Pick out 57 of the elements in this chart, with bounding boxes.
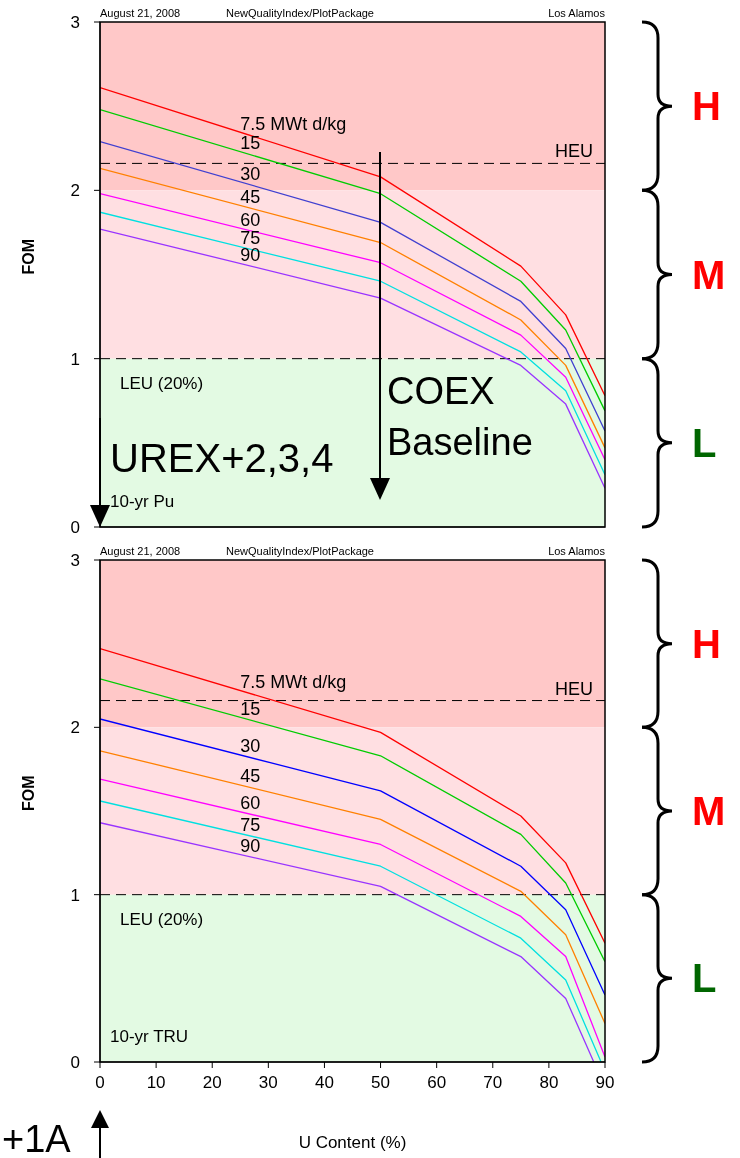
x-tick-label: 30 (258, 1073, 278, 1093)
series-label: 60 (240, 793, 261, 814)
text: August 21, 2008 (100, 545, 181, 557)
y-tick-label: 2 (70, 718, 80, 738)
annotation: 10-yr TRU (110, 1027, 189, 1046)
series-label: 30 (240, 163, 261, 184)
band-label: H (692, 84, 721, 129)
ref-line-label: LEU (20%) (120, 909, 204, 929)
x-tick-label: 10 (146, 1073, 166, 1093)
band-label: L (692, 420, 717, 465)
text: August 21, 2008 (100, 7, 181, 19)
ref-line-label: HEU (554, 678, 593, 699)
x-tick-label: 90 (595, 1073, 615, 1093)
series-label: 15 (240, 698, 261, 719)
y-tick-label: 2 (70, 181, 80, 201)
x-tick-label: 80 (539, 1073, 559, 1093)
annotation: COEX Baseline (387, 370, 533, 463)
x-tick-label: 50 (371, 1073, 391, 1093)
y-tick-label: 0 (70, 1053, 80, 1073)
series-label: 45 (240, 186, 261, 207)
series-label: 90 (240, 835, 261, 856)
y-axis-title: FOM (19, 775, 37, 811)
x-tick-label: 70 (483, 1073, 503, 1093)
ref-line-label: LEU (20%) (120, 373, 204, 393)
line-series (100, 718, 605, 996)
y-tick-label: 3 (70, 13, 80, 33)
y-tick-label: 0 (70, 518, 80, 538)
ref-line-label: HEU (554, 141, 593, 162)
x-tick-label: 60 (427, 1073, 447, 1093)
x-tick-label: 20 (202, 1073, 222, 1093)
band-label: M (692, 789, 726, 833)
band-label: M (692, 252, 726, 297)
series-label: 30 (240, 736, 261, 757)
line-series (100, 648, 605, 944)
x-tick-label: 40 (314, 1073, 334, 1093)
annotation: UREX+2,3,4 (110, 436, 334, 480)
series-label: 75 (240, 814, 261, 835)
x-axis-title: U Content (%) (298, 1133, 407, 1152)
y-tick-label: 1 (70, 885, 80, 905)
y-axis-title: FOM (19, 238, 37, 275)
x-tick-label: 0 (95, 1073, 105, 1093)
series-label: 15 (240, 133, 261, 154)
text: Los Alamos (548, 545, 606, 557)
line-series (100, 750, 605, 1025)
series-label: 60 (240, 209, 261, 230)
y-tick-label: 3 (70, 551, 80, 571)
y-tick-label: 1 (70, 349, 80, 369)
text: NewQualityIndex/PlotPackage (226, 7, 374, 19)
text: Los Alamos (548, 7, 606, 19)
text: +1A (2, 1118, 72, 1158)
band-label: L (692, 956, 717, 1001)
band-label: H (692, 621, 721, 666)
annotation: 10-yr Pu (110, 492, 175, 511)
series-label: 7.5 MWt d/kg (240, 114, 347, 135)
series-label: 45 (240, 766, 261, 787)
series-label: 7.5 MWt d/kg (240, 672, 347, 693)
text: NewQualityIndex/PlotPackage (226, 545, 374, 557)
